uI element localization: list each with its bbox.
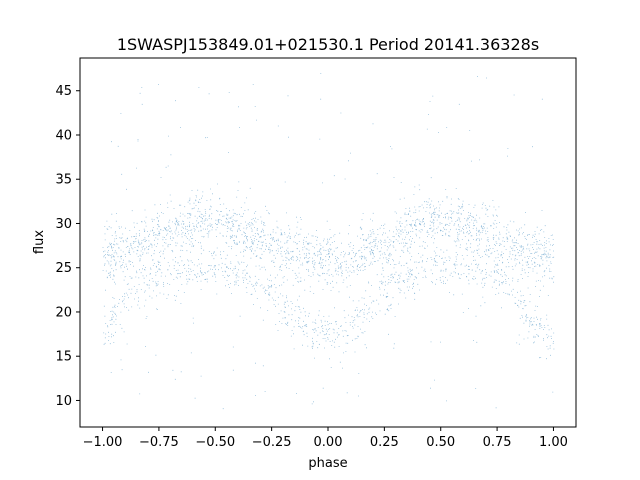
x-tick-label: 0.50	[426, 435, 455, 450]
x-tick-label: 0.00	[314, 435, 343, 450]
x-tick-label: −0.75	[139, 435, 179, 450]
x-tick-label: 0.75	[483, 435, 512, 450]
data-points	[102, 73, 555, 410]
y-tick-label: 25	[55, 261, 72, 276]
y-axis-ticks: 10 15 20 25 30 35 40 45	[55, 84, 80, 409]
y-tick-label: 10	[55, 394, 72, 409]
y-tick-label: 20	[55, 305, 72, 320]
chart-title: 1SWASPJ153849.01+021530.1 Period 20141.3…	[117, 35, 539, 54]
y-tick-label: 15	[55, 350, 72, 365]
x-tick-label: −1.00	[83, 435, 123, 450]
x-tick-label: 0.25	[370, 435, 399, 450]
y-tick-label: 40	[55, 128, 72, 143]
x-tick-label: 1.00	[539, 435, 568, 450]
x-axis-ticks: −1.00 −0.75 −0.50 −0.25 0.00 0.25 0.50 0.75 1.00	[83, 427, 568, 450]
y-tick-label: 30	[55, 217, 72, 232]
y-axis-label: flux	[32, 230, 47, 254]
y-tick-label: 35	[55, 173, 72, 188]
y-tick-label: 45	[55, 84, 72, 99]
x-axis-label: phase	[308, 456, 347, 471]
x-tick-label: −0.50	[195, 435, 235, 450]
x-tick-label: −0.25	[252, 435, 292, 450]
scatter-points	[102, 73, 555, 410]
